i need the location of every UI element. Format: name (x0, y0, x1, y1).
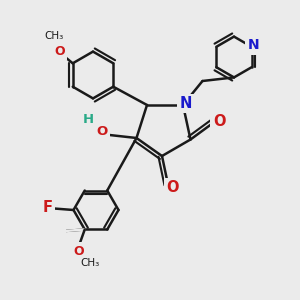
Text: F: F (54, 224, 64, 238)
Text: O: O (96, 125, 108, 138)
Text: N: N (248, 38, 259, 52)
Text: CH₃: CH₃ (80, 258, 100, 268)
Text: O: O (213, 114, 225, 129)
Text: N: N (180, 96, 192, 111)
Text: O: O (74, 245, 84, 258)
Text: O: O (166, 180, 179, 195)
Text: F: F (42, 200, 52, 215)
Text: O: O (54, 45, 65, 58)
Text: CH₃: CH₃ (44, 32, 63, 41)
Text: H: H (82, 113, 94, 126)
Text: F: F (54, 224, 64, 238)
